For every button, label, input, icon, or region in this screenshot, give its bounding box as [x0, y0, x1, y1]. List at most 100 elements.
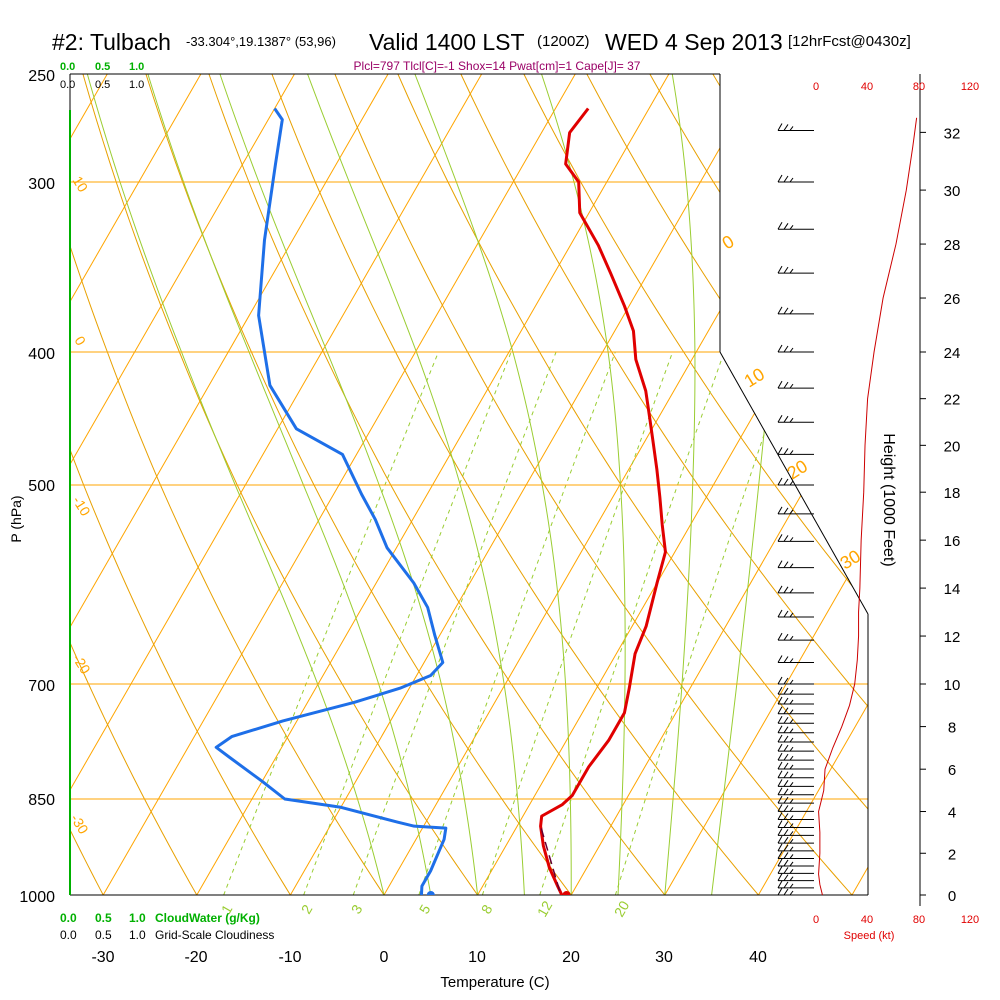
wind-barb	[777, 632, 814, 641]
surface-temperature-dot	[562, 891, 571, 895]
isotherm-label-m20: -20	[69, 651, 93, 677]
wind-barb	[777, 686, 814, 695]
wind-barb	[777, 560, 814, 569]
pressure-tick-250: 250	[28, 68, 55, 85]
dry-adiabat-line	[137, 74, 594, 895]
speed-bottom-0: 0	[813, 914, 819, 926]
pressure-tick-500: 500	[28, 478, 55, 495]
isotherm-line	[70, 74, 122, 895]
isotherm-line	[834, 74, 868, 895]
height-tick-14: 14	[944, 581, 961, 598]
moist-adiabat-line	[80, 74, 385, 895]
isotherm-label-10: 10	[69, 173, 91, 195]
isotherm-label-r0: 0	[719, 231, 738, 253]
moist-adiabat-line	[298, 74, 525, 895]
temp-tick-10: 10	[468, 949, 486, 966]
wind-barb	[777, 716, 814, 724]
indices-line: Plcl=797 Tlcl[C]=-1 Shox=14 Pwat[cm]=1 C…	[354, 59, 641, 73]
speed-bottom-120: 120	[961, 914, 979, 926]
wind-barb	[777, 534, 814, 542]
height-tick-28: 28	[944, 237, 961, 254]
wind-barb	[777, 804, 814, 812]
height-tick-16: 16	[944, 533, 961, 550]
wind-barb	[777, 761, 814, 770]
temp-tick-m20: -20	[184, 949, 207, 966]
height-tick-30: 30	[944, 183, 961, 200]
cloud-bottom-green-0: 0.0	[60, 911, 77, 925]
cloud-bottom-green-1: 0.5	[95, 911, 112, 925]
date-label: WED 4 Sep 2013	[605, 29, 783, 55]
cloud-bottom-black-2: 1.0	[129, 928, 146, 942]
isotherm-label-0: 0	[71, 333, 89, 348]
dry-adiabat-line	[70, 74, 404, 895]
dry-adiabat-line	[324, 74, 868, 895]
cloud-top-green-0: 0.0	[60, 61, 75, 73]
height-tick-8: 8	[948, 720, 956, 737]
temp-tick-20: 20	[562, 949, 580, 966]
wind-barb	[777, 174, 814, 183]
wind-barb	[777, 866, 814, 874]
wind-barb	[777, 725, 814, 734]
pressure-tick-700: 700	[28, 678, 55, 695]
wind-barb	[777, 887, 814, 896]
mixing-ratio-line	[614, 351, 793, 895]
temp-tick-30: 30	[655, 949, 673, 966]
moist-adiabat-line	[532, 74, 626, 895]
isotherm-line	[70, 74, 497, 895]
cloud-top-black-1: 0.5	[95, 79, 110, 91]
wind-barb	[777, 835, 814, 844]
wind-barb	[777, 734, 814, 743]
surface-dewpoint-dot	[426, 891, 435, 895]
dry-adiabat-lines	[70, 74, 868, 895]
dry-adiabat-line	[573, 74, 868, 895]
parcel-line	[539, 825, 561, 892]
mixing-label-3: 3	[348, 902, 366, 917]
isotherm-line	[179, 74, 684, 895]
height-tick-22: 22	[944, 392, 961, 409]
moist-adiabat-line	[711, 74, 787, 895]
wind-barb	[777, 743, 814, 752]
wind-barb	[777, 770, 814, 779]
wind-barb	[777, 851, 814, 859]
cloud-bottom-green-2: 1.0	[129, 911, 146, 925]
dry-adiabat-line	[449, 74, 868, 895]
cloudwater-label: CloudWater (g/Kg)	[155, 911, 260, 925]
speed-top-40: 40	[861, 81, 873, 93]
cloud-top-green-1: 0.5	[95, 61, 110, 73]
dry-adiabat-line	[70, 74, 309, 895]
mixing-ratio-line	[352, 351, 557, 895]
dewpoint-line	[214, 107, 448, 895]
moist-adiabat-line	[211, 74, 479, 895]
moist-adiabat-line	[140, 74, 432, 895]
isotherm-line	[741, 74, 868, 895]
wind-barb	[777, 752, 814, 761]
wind-barbs	[777, 123, 814, 896]
wind-barb	[777, 609, 814, 618]
isotherm-line	[0, 50, 28, 924]
temperature-axis-label: Temperature (C)	[440, 974, 549, 991]
temperature-axis: -30 -20 -10 0 10 20 30 40 Temperature (C…	[91, 949, 767, 991]
pressure-tick-850: 850	[28, 792, 55, 809]
mixing-ratio-line	[418, 351, 616, 895]
wind-barb	[777, 414, 814, 423]
height-tick-20: 20	[944, 438, 961, 455]
isotherm-line	[70, 74, 403, 895]
height-tick-12: 12	[944, 629, 961, 646]
isotherm-line	[554, 74, 868, 895]
dry-adiabat-line	[70, 74, 214, 895]
temp-tick-m10: -10	[278, 949, 301, 966]
dry-adiabat-line	[511, 74, 868, 895]
wind-barb	[777, 265, 814, 274]
wind-barb	[777, 873, 814, 882]
moist-adiabat-line	[405, 74, 572, 895]
wind-barb	[777, 880, 814, 889]
height-tick-4: 4	[948, 805, 956, 822]
mixing-ratio-line	[303, 351, 512, 895]
isotherm-line	[70, 74, 309, 895]
temp-tick-m30: -30	[91, 949, 114, 966]
speed-top-120: 120	[961, 81, 979, 93]
sounding-curves	[214, 107, 667, 895]
mixing-ratio-labels: 1 2 3 5 8 12 20	[218, 898, 633, 920]
mixing-ratio-line	[481, 351, 674, 895]
